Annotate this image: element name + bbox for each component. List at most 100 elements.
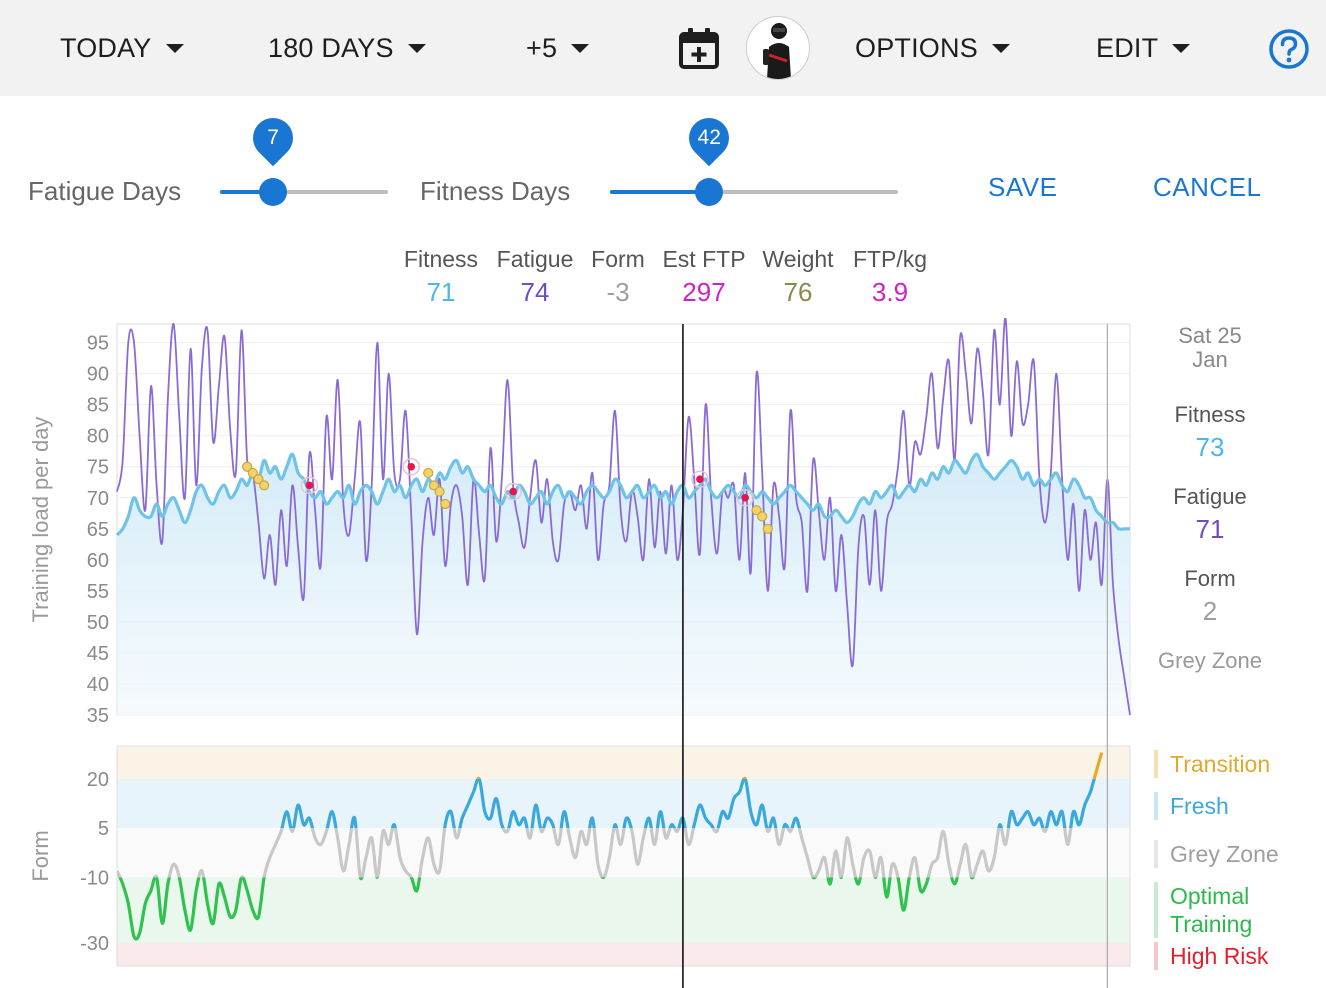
summary-value: 74 xyxy=(520,277,550,307)
zone-legend-label: Fresh xyxy=(1170,793,1229,819)
fatigue-days-value: 7 xyxy=(267,126,279,149)
zone-legend-transition: Transition xyxy=(1154,750,1270,778)
summary-label: FTP/kg xyxy=(852,246,928,272)
peak-dot xyxy=(407,462,416,471)
milestone-dot xyxy=(259,480,270,491)
load-tick-label: 90 xyxy=(87,364,109,386)
summary-value: 76 xyxy=(783,277,813,307)
avatar[interactable] xyxy=(746,16,810,80)
zone-legend-label: Grey Zone xyxy=(1170,841,1279,867)
fitness-line xyxy=(115,452,1130,537)
form-axis-label: Form xyxy=(28,830,53,881)
form-tick-label: 5 xyxy=(98,818,109,840)
peak-dot xyxy=(696,475,704,483)
summary-label: Fitness xyxy=(403,246,479,272)
hover-fatigue-value: 71 xyxy=(1195,514,1225,544)
summary-label: Weight xyxy=(762,246,834,272)
hover-fitness-label: Fitness xyxy=(1174,402,1246,427)
peak-ring xyxy=(691,470,709,488)
milestone-dot xyxy=(428,480,440,491)
summary-label: Form xyxy=(591,246,645,272)
load-tick-label: 55 xyxy=(87,581,109,603)
milestone-dot xyxy=(751,505,762,516)
options-dropdown[interactable]: OPTIONS xyxy=(855,28,1010,68)
peak-dot xyxy=(509,487,517,496)
fatigue-days-thumb[interactable] xyxy=(259,178,288,206)
calendar-add-icon[interactable] xyxy=(678,26,720,70)
peak-dot xyxy=(741,493,749,502)
summary-est-ftp: Est FTP 297 xyxy=(658,246,750,308)
form-tick-label: 20 xyxy=(87,769,109,791)
fitness-days-label: Fitness Days xyxy=(420,176,571,206)
load-tick-label: 70 xyxy=(87,488,109,510)
chevron-down-icon xyxy=(165,43,184,53)
hover-fatigue-label: Fatigue xyxy=(1173,484,1247,509)
milestone-dot xyxy=(423,467,434,479)
milestone-dot xyxy=(762,523,773,534)
period-dropdown[interactable]: TODAY xyxy=(60,28,184,68)
edit-dropdown[interactable]: EDIT xyxy=(1096,28,1191,68)
load-tick-label: 65 xyxy=(87,519,109,541)
milestone-dot xyxy=(247,467,258,479)
peak-ring xyxy=(736,489,754,507)
fatigue-days-label: Fatigue Days xyxy=(28,176,182,206)
load-tick-label: 85 xyxy=(87,395,109,417)
peak-dot xyxy=(305,481,314,490)
toolbar: TODAY 180 DAYS +5 OPTIONS EDIT xyxy=(0,0,1326,96)
edit-label: EDIT xyxy=(1096,32,1159,63)
chevron-down-icon xyxy=(991,43,1010,53)
zone-legend-high-risk: High Risk xyxy=(1154,942,1268,970)
load-tick-label: 75 xyxy=(87,457,109,479)
summary-label: Fatigue xyxy=(496,246,574,272)
chevron-down-icon xyxy=(571,43,590,53)
milestone-dot xyxy=(242,461,253,472)
summary-value: 3.9 xyxy=(871,277,909,307)
summary-value: 71 xyxy=(426,277,456,307)
hover-date-day: Sat 25 xyxy=(1178,323,1242,348)
options-label: OPTIONS xyxy=(855,32,978,63)
hover-form-label: Form xyxy=(1184,566,1236,591)
save-button[interactable]: SAVE xyxy=(988,172,1058,202)
milestone-dot xyxy=(434,486,445,497)
fitness-chart[interactable]: 35 40 45 50 55 60 65 70 75 80 85 90 95 Training load … xyxy=(0,318,1140,988)
form-zone-band xyxy=(117,877,1130,944)
load-tick-label: 45 xyxy=(87,643,109,665)
zone-color-bar xyxy=(1154,942,1158,970)
zone-legend-label: Optimal Training xyxy=(1170,883,1253,937)
zone-legend-label: Transition xyxy=(1170,751,1271,777)
offset-label: +5 xyxy=(526,32,558,63)
hover-fitness-value: 73 xyxy=(1195,432,1225,462)
range-dropdown[interactable]: 180 DAYS xyxy=(268,28,426,68)
peak-ring xyxy=(402,457,421,476)
form-tick-label: -10 xyxy=(80,867,109,889)
fitness-days-thumb[interactable] xyxy=(695,178,724,206)
form-line-segment xyxy=(117,828,1073,878)
summary-value: 297 xyxy=(682,277,726,307)
range-label: 180 DAYS xyxy=(268,32,394,63)
peak-ring xyxy=(300,476,319,495)
chevron-down-icon xyxy=(407,43,426,53)
summary-fitness: Fitness 71 xyxy=(398,246,484,308)
milestone-dot xyxy=(440,498,451,510)
fatigue-days-track xyxy=(220,190,274,194)
help-circle-icon[interactable] xyxy=(1268,28,1310,70)
load-tick-label: 40 xyxy=(87,674,109,696)
cancel-button[interactable]: CANCEL xyxy=(1153,172,1262,202)
milestone-dot xyxy=(757,511,768,522)
offset-dropdown[interactable]: +5 xyxy=(526,28,590,68)
fitness-days-value: 42 xyxy=(697,126,721,149)
zone-color-bar xyxy=(1154,882,1158,938)
zone-legend-grey-zone: Grey Zone xyxy=(1154,840,1279,868)
load-tick-label: 35 xyxy=(87,705,109,727)
summary-ftp-per-kg: FTP/kg 3.9 xyxy=(846,246,934,308)
fitness-days-slider[interactable]: 42 xyxy=(610,109,898,208)
load-tick-label: 60 xyxy=(87,550,109,572)
peak-ring xyxy=(504,482,522,501)
hover-zone-label: Grey Zone xyxy=(1158,648,1262,673)
zone-color-bar xyxy=(1154,750,1158,778)
zone-color-bar xyxy=(1154,792,1158,820)
milestone-dot xyxy=(253,474,264,485)
load-tick-label: 80 xyxy=(87,426,109,448)
fitness-days-track xyxy=(610,190,710,194)
fatigue-days-slider[interactable]: 7 xyxy=(220,109,388,208)
